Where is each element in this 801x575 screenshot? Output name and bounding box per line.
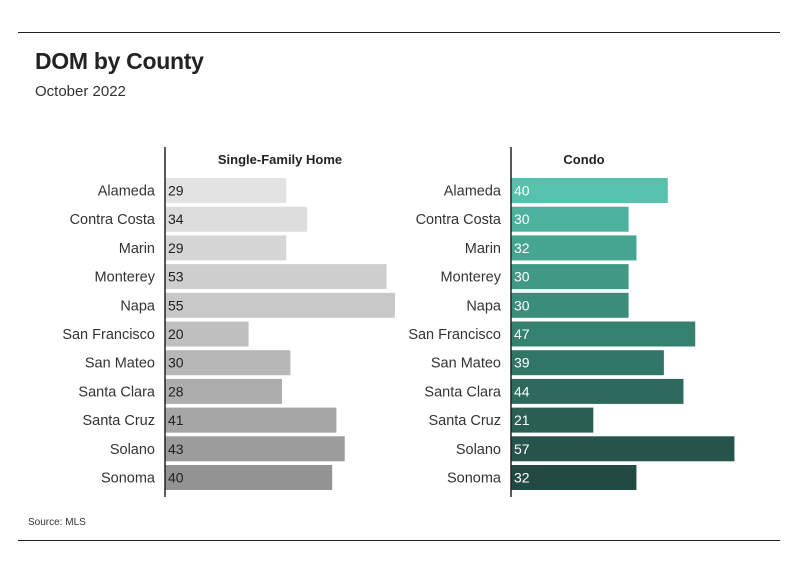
category-label-condo-solano: Solano <box>456 442 501 458</box>
value-label-sfh-monterey: 53 <box>168 269 184 285</box>
category-label-sfh-monterey: Monterey <box>95 270 156 286</box>
value-label-sfh-san-mateo: 30 <box>168 355 184 371</box>
bar-condo-santa-cruz <box>511 407 594 433</box>
panel-title-condo: Condo <box>563 152 604 167</box>
value-label-sfh-alameda: 29 <box>168 183 184 199</box>
bar-sfh-monterey <box>165 264 387 290</box>
value-label-condo-solano: 57 <box>514 441 530 457</box>
category-label-condo-marin: Marin <box>465 241 501 257</box>
category-label-sfh-solano: Solano <box>110 442 155 458</box>
bar-sfh-marin <box>165 235 287 261</box>
bar-sfh-san-mateo <box>165 350 291 376</box>
value-label-condo-san-mateo: 39 <box>514 355 530 371</box>
bar-condo-monterey <box>511 264 629 290</box>
category-label-condo-alameda: Alameda <box>444 184 502 200</box>
value-label-sfh-napa: 55 <box>168 297 184 313</box>
category-label-condo-napa: Napa <box>466 298 502 314</box>
bar-condo-marin <box>511 235 637 261</box>
value-label-sfh-san-francisco: 20 <box>168 326 184 342</box>
category-label-sfh-san-mateo: San Mateo <box>85 356 155 372</box>
category-label-condo-san-mateo: San Mateo <box>431 356 501 372</box>
bar-condo-solano <box>511 436 735 462</box>
top-rule <box>18 32 780 33</box>
value-label-sfh-contra-costa: 34 <box>168 211 184 227</box>
value-label-condo-santa-cruz: 21 <box>514 412 530 428</box>
value-label-condo-sonoma: 32 <box>514 470 530 486</box>
value-label-condo-santa-clara: 44 <box>514 383 530 399</box>
category-label-sfh-alameda: Alameda <box>98 184 156 200</box>
panel-condo: Condo Alameda 40 Contra Costa 30 Marin 32 Monte… <box>408 147 735 497</box>
bar-sfh-santa-cruz <box>165 407 337 433</box>
bar-condo-santa-clara <box>511 378 684 404</box>
bar-sfh-solano <box>165 436 345 462</box>
category-label-sfh-sonoma: Sonoma <box>101 471 156 487</box>
category-label-sfh-marin: Marin <box>119 241 155 257</box>
bar-sfh-san-francisco <box>165 321 249 347</box>
bar-sfh-napa <box>165 292 395 318</box>
value-label-condo-marin: 32 <box>514 240 530 256</box>
bar-sfh-contra-costa <box>165 206 308 232</box>
value-label-condo-san-francisco: 47 <box>514 326 530 342</box>
bar-condo-contra-costa <box>511 206 629 232</box>
category-label-sfh-santa-clara: Santa Clara <box>78 384 156 400</box>
panel-title-sfh: Single-Family Home <box>218 152 342 167</box>
value-label-condo-monterey: 30 <box>514 269 530 285</box>
category-label-condo-sonoma: Sonoma <box>447 471 502 487</box>
category-label-condo-santa-clara: Santa Clara <box>424 384 502 400</box>
category-label-sfh-santa-cruz: Santa Cruz <box>82 413 155 429</box>
bar-condo-san-francisco <box>511 321 696 347</box>
bar-sfh-alameda <box>165 178 287 203</box>
value-label-condo-contra-costa: 30 <box>514 211 530 227</box>
bar-condo-napa <box>511 292 629 318</box>
category-label-sfh-napa: Napa <box>120 298 156 314</box>
value-label-sfh-santa-cruz: 41 <box>168 412 184 428</box>
category-label-condo-monterey: Monterey <box>441 270 502 286</box>
value-label-condo-alameda: 40 <box>514 183 530 199</box>
chart-title: DOM by County <box>35 48 204 74</box>
category-label-condo-santa-cruz: Santa Cruz <box>428 413 501 429</box>
value-label-condo-napa: 30 <box>514 297 530 313</box>
bar-condo-alameda <box>511 178 668 203</box>
bar-sfh-sonoma <box>165 465 333 490</box>
value-label-sfh-sonoma: 40 <box>168 470 184 486</box>
bar-condo-sonoma <box>511 465 637 490</box>
bar-sfh-santa-clara <box>165 378 283 404</box>
bottom-rule <box>18 540 780 541</box>
category-label-sfh-contra-costa: Contra Costa <box>70 212 156 228</box>
chart-subtitle: October 2022 <box>35 83 126 100</box>
bar-condo-san-mateo <box>511 350 664 376</box>
value-label-sfh-marin: 29 <box>168 240 184 256</box>
value-label-sfh-solano: 43 <box>168 441 184 457</box>
value-label-sfh-santa-clara: 28 <box>168 383 184 399</box>
category-label-condo-san-francisco: San Francisco <box>408 327 501 343</box>
source-note: Source: MLS <box>28 517 86 528</box>
panel-sfh: Single-Family Home Alameda 29 Contra Costa 3… <box>62 147 395 497</box>
category-label-sfh-san-francisco: San Francisco <box>62 327 155 343</box>
category-label-condo-contra-costa: Contra Costa <box>416 212 502 228</box>
